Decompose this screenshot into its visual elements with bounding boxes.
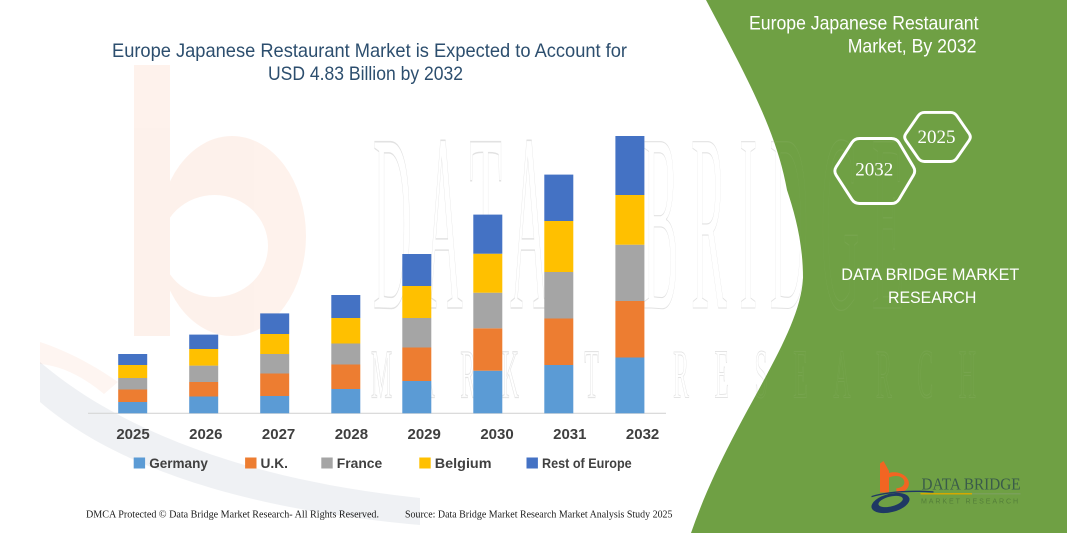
svg-text:Source: Data Bridge Market Res: Source: Data Bridge Market Research Mark… bbox=[405, 510, 673, 521]
svg-text:USD 4.83 Billion by 2032: USD 4.83 Billion by 2032 bbox=[268, 63, 463, 85]
svg-text:RESEARCH: RESEARCH bbox=[888, 289, 977, 307]
svg-text:Belgium: Belgium bbox=[435, 455, 492, 471]
svg-text:DMCA Protected © Data Bridge M: DMCA Protected © Data Bridge Market Rese… bbox=[86, 510, 379, 521]
svg-text:DATA BRIDGE MARKET: DATA BRIDGE MARKET bbox=[841, 266, 1019, 284]
svg-text:Europe Japanese Restaurant Mar: Europe Japanese Restaurant Market is Exp… bbox=[112, 40, 627, 62]
svg-text:2030: 2030 bbox=[480, 426, 513, 443]
svg-text:Market, By 2032: Market, By 2032 bbox=[848, 35, 977, 57]
svg-text:2031: 2031 bbox=[553, 426, 586, 443]
svg-text:2032: 2032 bbox=[855, 160, 893, 181]
svg-text:2028: 2028 bbox=[335, 426, 368, 443]
svg-text:2029: 2029 bbox=[408, 426, 441, 443]
svg-text:MARKET RESEARCH: MARKET RESEARCH bbox=[921, 497, 1020, 506]
svg-text:France: France bbox=[337, 455, 383, 471]
svg-text:2025: 2025 bbox=[918, 127, 956, 148]
svg-text:Germany: Germany bbox=[149, 455, 208, 471]
svg-text:2026: 2026 bbox=[189, 426, 222, 443]
svg-text:2027: 2027 bbox=[262, 426, 295, 443]
svg-text:Rest of Europe: Rest of Europe bbox=[542, 455, 632, 471]
svg-text:2025: 2025 bbox=[116, 426, 149, 443]
svg-text:DATA BRIDGE: DATA BRIDGE bbox=[922, 475, 1021, 494]
svg-text:2032: 2032 bbox=[626, 426, 659, 443]
svg-text:Europe Japanese Restaurant: Europe Japanese Restaurant bbox=[749, 13, 979, 35]
svg-text:U.K.: U.K. bbox=[261, 455, 288, 471]
